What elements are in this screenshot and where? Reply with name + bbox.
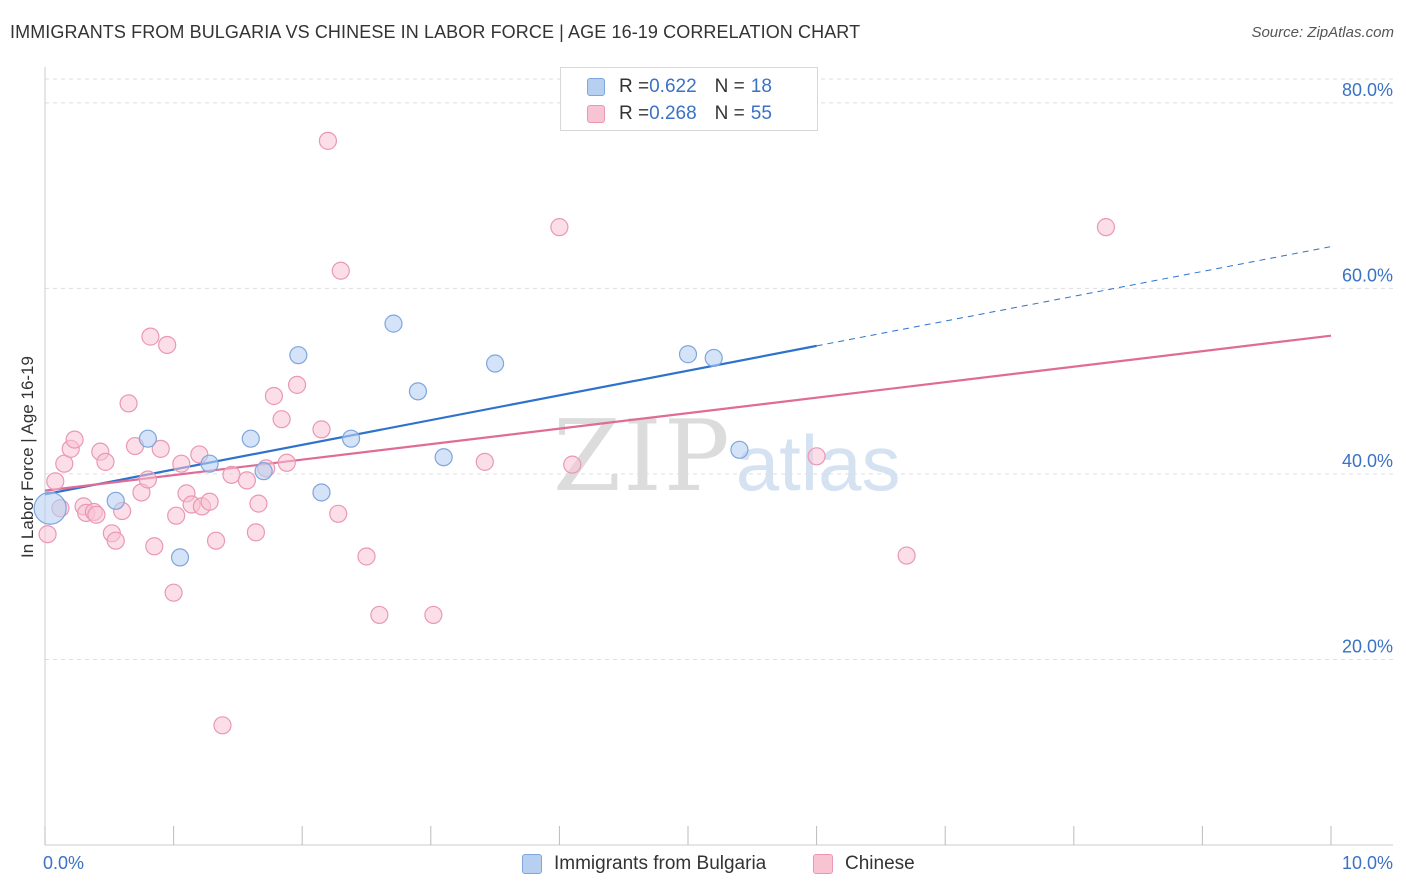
correlation-legend: R = 0.622 N = 18 R = 0.268 N = 55 — [560, 67, 818, 131]
x-tick-label: 0.0% — [43, 853, 84, 873]
bulgaria-swatch — [587, 78, 605, 96]
y-tick-label: 60.0% — [1342, 265, 1393, 285]
bulgaria-point — [241, 429, 260, 448]
chinese-point — [550, 218, 569, 237]
chinese-point — [318, 131, 338, 150]
y-axis-label: In Labor Force | Age 16-19 — [18, 356, 37, 558]
legend-r-label: R = — [619, 76, 650, 97]
chinese-point — [38, 525, 57, 544]
chinese-point — [106, 531, 125, 550]
bottom-legend-chinese-label: Chinese — [845, 853, 915, 874]
bulgaria-point — [33, 491, 67, 525]
chinese-point — [65, 430, 84, 449]
chinese-point — [331, 261, 350, 280]
bulgaria-point — [384, 314, 403, 333]
bottom-legend-bulgaria: Immigrants from Bulgaria — [522, 852, 766, 876]
chinese-swatch — [587, 105, 605, 123]
bulgaria-point — [254, 462, 273, 481]
trend-lines — [44, 246, 1332, 496]
legend-n-value: 18 — [750, 76, 772, 97]
chinese-swatch — [813, 854, 833, 874]
y-tick-label: 40.0% — [1342, 451, 1393, 471]
chinese-point — [46, 472, 65, 491]
bulgaria-trend-extension — [816, 246, 1332, 347]
bulgaria-trend-line — [44, 344, 817, 496]
chinese-point — [246, 523, 266, 542]
chinese-point — [167, 506, 186, 525]
y-tick-label: 20.0% — [1342, 636, 1393, 656]
bulgaria-point — [312, 483, 331, 502]
chinese-point — [1096, 218, 1116, 237]
legend-r-value: 0.622 — [649, 76, 697, 97]
chinese-point — [87, 505, 106, 524]
legend-r-value: 0.268 — [649, 103, 697, 124]
chinese-point — [424, 605, 443, 625]
source-label: Source: ZipAtlas.com — [1251, 24, 1394, 41]
chinese-point — [357, 547, 376, 566]
chinese-point — [563, 455, 582, 474]
chinese-point — [264, 386, 284, 406]
chinese-point — [807, 447, 826, 466]
chinese-point — [172, 454, 191, 473]
chart-title: IMMIGRANTS FROM BULGARIA VS CHINESE IN L… — [10, 22, 861, 42]
chinese-point — [200, 492, 219, 511]
chinese-point — [475, 452, 494, 471]
chinese-point — [249, 494, 268, 513]
bulgaria-point — [678, 345, 698, 364]
chinese-point — [237, 471, 257, 490]
chinese-point — [277, 453, 296, 472]
bulgaria-point — [730, 440, 749, 459]
chinese-point — [151, 439, 170, 458]
gridlines — [45, 78, 1393, 660]
chinese-point — [206, 531, 226, 550]
chinese-point — [213, 716, 232, 735]
bulgaria-point — [106, 491, 125, 510]
chinese-point — [119, 394, 138, 413]
legend-row-chinese: R = 0.268 N = 55 — [587, 102, 772, 126]
x-tick-label: 10.0% — [1342, 853, 1393, 873]
chinese-point — [897, 546, 916, 565]
bulgaria-swatch — [522, 854, 542, 874]
chinese-point — [164, 583, 183, 602]
bulgaria-point — [138, 429, 157, 448]
bulgaria-point — [434, 448, 453, 467]
y-tick-label: 80.0% — [1342, 80, 1393, 100]
chinese-point — [222, 465, 241, 484]
chinese-point — [312, 420, 331, 439]
chinese-point — [96, 452, 115, 471]
legend-n-label: N = — [714, 76, 745, 97]
bulgaria-point — [704, 348, 723, 368]
data-points — [33, 131, 1116, 735]
bottom-legend-bulgaria-label: Immigrants from Bulgaria — [554, 853, 767, 874]
chinese-point — [145, 537, 164, 556]
chinese-point — [272, 410, 291, 429]
bulgaria-point — [408, 382, 428, 401]
chinese-point — [141, 327, 160, 346]
tick-labels: 20.0% 40.0% 60.0% 80.0% 0.0% 10.0% In Labor Fo… — [18, 80, 1393, 873]
bulgaria-point — [170, 548, 190, 567]
bulgaria-point — [486, 354, 505, 373]
axes — [44, 67, 1393, 846]
legend-row-bulgaria: R = 0.622 N = 18 — [587, 75, 772, 99]
bulgaria-point — [289, 346, 308, 365]
chinese-point — [329, 504, 348, 523]
bulgaria-point — [341, 429, 361, 448]
chinese-point — [158, 335, 177, 355]
bulgaria-point — [200, 454, 219, 473]
bottom-legend-chinese: Chinese — [813, 852, 915, 876]
legend-n-label: N = — [714, 103, 745, 124]
chinese-point — [138, 470, 157, 489]
chinese-point — [370, 605, 389, 625]
chinese-point — [287, 375, 307, 394]
legend-n-value: 55 — [750, 103, 772, 124]
legend-r-label: R = — [619, 103, 650, 124]
